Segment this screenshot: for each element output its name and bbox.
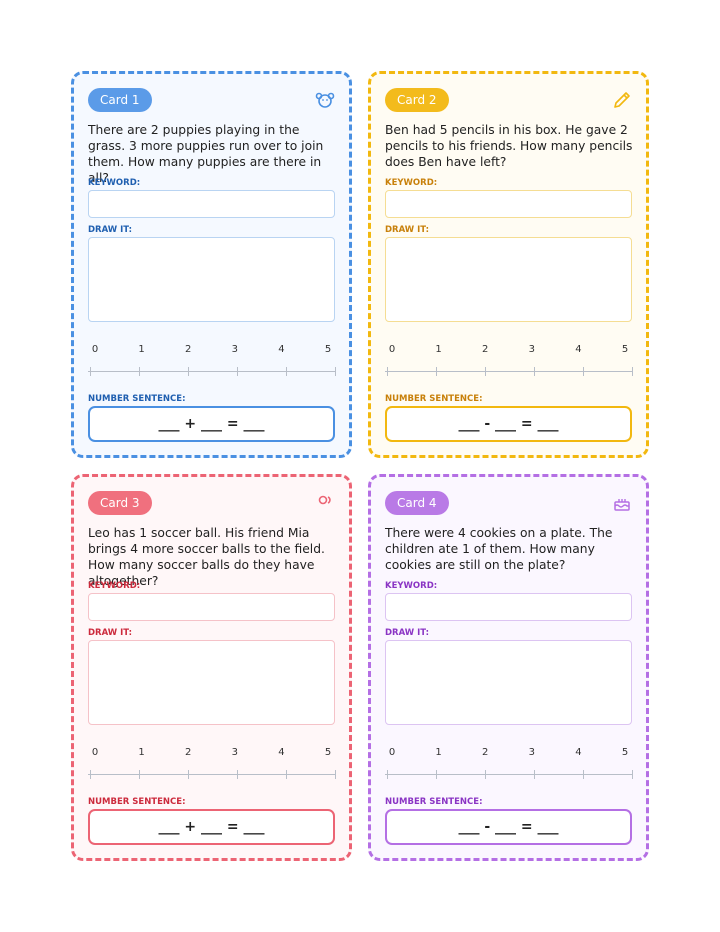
number-label: 2: [185, 747, 192, 758]
tick: [485, 367, 486, 376]
equation-box: ___ + ___ = ___: [88, 809, 335, 845]
number-label: 5: [621, 747, 629, 758]
equation-box: ___ - ___ = ___: [385, 406, 632, 442]
draw-area: [385, 640, 632, 725]
keyword-input: [385, 593, 632, 621]
number-label: 0: [388, 344, 396, 355]
keyword-input: [385, 190, 632, 218]
number-label: 5: [621, 344, 629, 355]
icon: [614, 92, 630, 108]
number-label: 0: [388, 747, 396, 758]
number-label: 4: [575, 344, 582, 355]
tick: [286, 367, 287, 376]
equation-box: ___ - ___ = ___: [385, 809, 632, 845]
card-badge: Card 2: [385, 88, 449, 112]
number-label: 4: [278, 344, 285, 355]
number-line: [385, 774, 632, 775]
draw-area: [88, 640, 335, 725]
draw-label: DRAW IT:: [385, 225, 430, 235]
sentence-label: NUMBER SENTENCE:: [385, 394, 483, 404]
tick: [90, 770, 91, 779]
card-icon: [315, 493, 335, 517]
draw-label: DRAW IT:: [88, 225, 133, 235]
keyword-input: [88, 190, 335, 218]
tick: [632, 367, 633, 376]
tick: [188, 770, 189, 779]
card-icon: [315, 90, 335, 114]
keyword-label: KEYWORD:: [385, 178, 438, 188]
problem-text: There are 2 puppies playing in the grass…: [88, 123, 324, 185]
keyword-label: KEYWORD:: [88, 178, 141, 188]
tick: [485, 770, 486, 779]
tick: [583, 770, 584, 779]
number-label: 3: [528, 344, 535, 355]
sentence-label: NUMBER SENTENCE:: [88, 797, 186, 807]
keyword-label: KEYWORD:: [385, 581, 438, 591]
number-label: 1: [435, 344, 442, 355]
number-label: 1: [138, 344, 145, 355]
tick: [90, 367, 91, 376]
number-label: 4: [575, 747, 582, 758]
card-icon: [612, 90, 632, 114]
number-label: 5: [324, 344, 332, 355]
tick: [387, 367, 388, 376]
problem-text: Leo has 1 soccer ball. His friend Mia br…: [88, 526, 325, 588]
tick: [139, 770, 140, 779]
number-label: 1: [435, 747, 442, 758]
tick: [436, 367, 437, 376]
tick: [583, 367, 584, 376]
number-label: 3: [231, 747, 238, 758]
draw-label: DRAW IT:: [385, 628, 430, 638]
tick: [286, 770, 287, 779]
number-label: 0: [91, 344, 99, 355]
card-badge: Card 4: [385, 491, 449, 515]
sentence-label: NUMBER SENTENCE:: [385, 797, 483, 807]
number-label: 1: [138, 747, 145, 758]
number-label: 4: [278, 747, 285, 758]
number-label: 0: [91, 747, 99, 758]
sentence-label: NUMBER SENTENCE:: [88, 394, 186, 404]
keyword-label: KEYWORD:: [88, 581, 141, 591]
card-icon: [612, 493, 632, 517]
problem-card: Card 2 Ben had 5 pencils in his box. He g…: [368, 71, 649, 458]
draw-label: DRAW IT:: [88, 628, 133, 638]
problem-text: Ben had 5 pencils in his box. He gave 2 …: [385, 123, 633, 169]
number-label: 2: [482, 344, 489, 355]
draw-area: [88, 237, 335, 322]
keyword-input: [88, 593, 335, 621]
icon: [318, 493, 335, 513]
number-line: [88, 371, 335, 372]
tick: [237, 367, 238, 376]
number-line: [88, 774, 335, 775]
tick: [387, 770, 388, 779]
tick: [436, 770, 437, 779]
card-badge: Card 3: [88, 491, 152, 515]
problem-text: There were 4 cookies on a plate. The chi…: [385, 526, 613, 572]
number-label: 2: [185, 344, 192, 355]
problem-card: Card 3 Leo has 1 soccer ball. His friend …: [71, 474, 352, 861]
tick: [237, 770, 238, 779]
icon: [614, 499, 630, 511]
number-line: [385, 371, 632, 372]
problem-card: Card 4 There were 4 cookies on a plate. T…: [368, 474, 649, 861]
tick: [335, 367, 336, 376]
icon: [315, 92, 335, 108]
equation-box: ___ + ___ = ___: [88, 406, 335, 442]
tick: [188, 367, 189, 376]
tick: [534, 770, 535, 779]
number-label: 3: [231, 344, 238, 355]
tick: [632, 770, 633, 779]
number-label: 5: [324, 747, 332, 758]
draw-area: [385, 237, 632, 322]
tick: [335, 770, 336, 779]
number-label: 2: [482, 747, 489, 758]
tick: [139, 367, 140, 376]
number-label: 3: [528, 747, 535, 758]
card-badge: Card 1: [88, 88, 152, 112]
tick: [534, 367, 535, 376]
problem-card: Card 1 There are 2 puppies playing in the…: [71, 71, 352, 458]
